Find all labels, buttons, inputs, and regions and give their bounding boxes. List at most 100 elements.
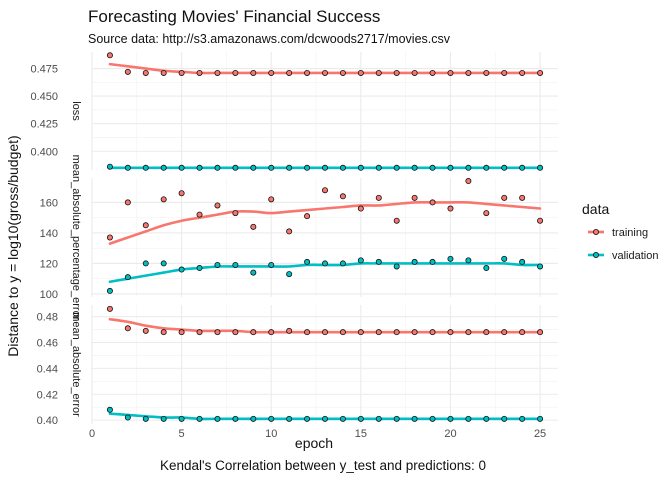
- point-training: [447, 69, 454, 76]
- point-training: [429, 69, 436, 76]
- y-tick-label: 0.48: [37, 312, 58, 324]
- point-validation: [537, 263, 544, 270]
- point-training: [357, 205, 364, 212]
- point-training: [286, 327, 293, 334]
- strip-label-loss: loss: [70, 101, 82, 121]
- point-training: [501, 329, 508, 336]
- point-training: [214, 329, 221, 336]
- point-training: [142, 222, 149, 229]
- facet-panels: 0.400 0.425 0.450 0.475 loss 100 120 140 160 mean…: [30, 52, 558, 427]
- point-validation: [196, 164, 203, 171]
- point-training: [375, 194, 382, 201]
- point-training: [429, 199, 436, 206]
- y-tick-label: 0.400: [30, 146, 58, 158]
- point-validation: [286, 271, 293, 278]
- point-validation: [250, 415, 257, 422]
- point-validation: [124, 414, 131, 421]
- point-training: [519, 329, 526, 336]
- point-training: [268, 329, 275, 336]
- point-validation: [178, 266, 185, 273]
- y-tick-label: 0.42: [37, 389, 58, 401]
- point-training: [286, 69, 293, 76]
- point-validation: [465, 164, 472, 171]
- point-validation: [268, 415, 275, 422]
- point-validation: [160, 260, 167, 267]
- point-training: [160, 329, 167, 336]
- point-validation: [214, 164, 221, 171]
- legend-key-point-validation: [593, 251, 600, 258]
- point-validation: [142, 260, 149, 267]
- point-training: [483, 69, 490, 76]
- strip-label-mean_absolute_error: mean_absolute_error: [70, 312, 82, 417]
- point-validation: [483, 164, 490, 171]
- legend-label-training: training: [612, 227, 648, 239]
- point-training: [501, 194, 508, 201]
- y-tick-label: 140: [40, 228, 58, 240]
- point-training: [178, 69, 185, 76]
- chart-title: Forecasting Movies' Financial Success: [88, 7, 380, 26]
- x-tick-label: 25: [534, 428, 546, 440]
- point-training: [106, 234, 113, 241]
- x-tick-label: 20: [444, 428, 456, 440]
- point-validation: [393, 164, 400, 171]
- point-validation: [447, 255, 454, 262]
- legend-key-point-training: [593, 228, 600, 235]
- point-training: [232, 210, 239, 217]
- legend-label-validation: validation: [612, 250, 658, 262]
- point-training: [501, 69, 508, 76]
- y-tick-label: 0.40: [37, 415, 58, 427]
- point-validation: [268, 261, 275, 268]
- point-training: [124, 325, 131, 332]
- point-validation: [411, 164, 418, 171]
- point-training: [196, 329, 203, 336]
- point-validation: [447, 164, 454, 171]
- point-training: [465, 69, 472, 76]
- point-training: [142, 327, 149, 334]
- point-validation: [393, 263, 400, 270]
- point-validation: [357, 164, 364, 171]
- point-training: [465, 329, 472, 336]
- point-training: [321, 329, 328, 336]
- y-tick-label: 0.46: [37, 338, 58, 350]
- point-validation: [106, 287, 113, 294]
- x-tick-label: 15: [355, 428, 367, 440]
- point-validation: [483, 265, 490, 272]
- point-training: [375, 69, 382, 76]
- y-tick-label: 100: [40, 289, 58, 301]
- point-training: [357, 329, 364, 336]
- point-training: [393, 329, 400, 336]
- point-training: [339, 69, 346, 76]
- y-tick-label: 160: [40, 197, 58, 209]
- point-validation: [196, 415, 203, 422]
- point-validation: [106, 406, 113, 413]
- point-validation: [519, 258, 526, 265]
- point-training: [124, 68, 131, 75]
- x-tick-label: 10: [265, 428, 277, 440]
- point-validation: [375, 164, 382, 171]
- point-training: [124, 199, 131, 206]
- point-training: [375, 329, 382, 336]
- x-axis: 0 5 10 15 20 25: [89, 428, 546, 440]
- point-training: [106, 305, 113, 312]
- point-training: [519, 194, 526, 201]
- point-training: [232, 329, 239, 336]
- point-training: [411, 329, 418, 336]
- point-training: [429, 329, 436, 336]
- chart-subtitle: Source data: http://s3.amazonaws.com/dcw…: [88, 32, 451, 46]
- point-validation: [339, 164, 346, 171]
- point-validation: [447, 415, 454, 422]
- point-training: [286, 228, 293, 235]
- point-validation: [304, 164, 311, 171]
- panel-mean_absolute_percentage_error: 100 120 140 160 mean_absolute_percentage_err…: [40, 155, 558, 321]
- point-training: [178, 190, 185, 197]
- point-validation: [214, 415, 221, 422]
- strip-label-mean_absolute_percentage_error: mean_absolute_percentage_error: [70, 155, 82, 321]
- point-validation: [178, 164, 185, 171]
- point-training: [537, 69, 544, 76]
- point-training: [519, 69, 526, 76]
- point-training: [196, 211, 203, 218]
- point-validation: [429, 164, 436, 171]
- point-training: [268, 69, 275, 76]
- point-validation: [429, 415, 436, 422]
